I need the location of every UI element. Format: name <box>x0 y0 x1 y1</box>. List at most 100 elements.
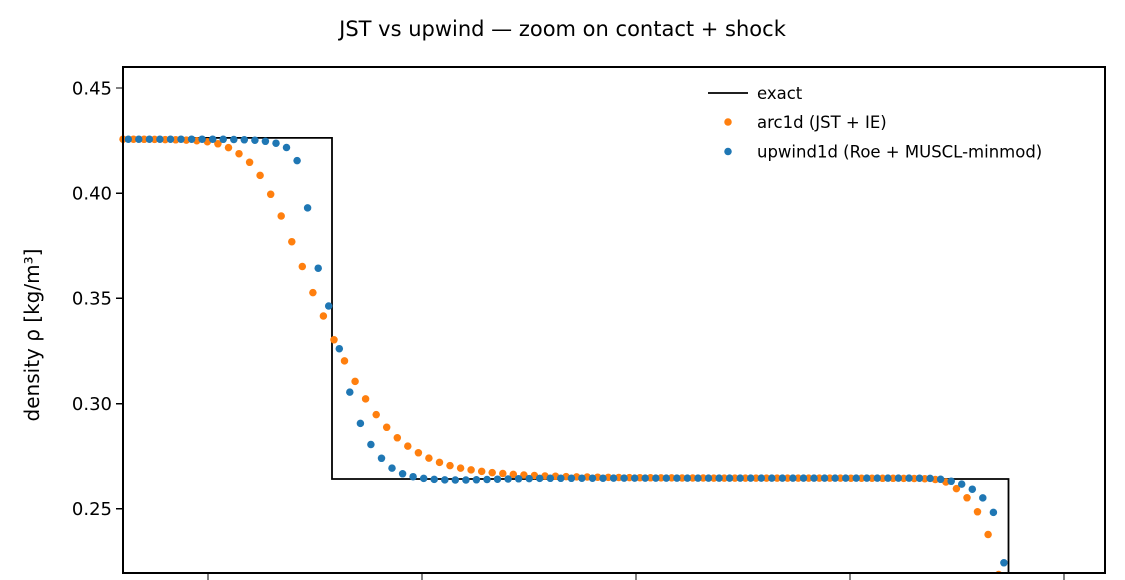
data-point-upwind1d <box>915 474 924 482</box>
data-point-upwind1d <box>620 474 628 482</box>
data-point-arc1d <box>847 474 855 482</box>
data-point-upwind1d <box>493 475 502 483</box>
legend-item-arc1d: arc1d (JST + IE) <box>724 113 887 132</box>
data-point-upwind1d <box>873 474 882 482</box>
data-point-upwind1d <box>768 474 776 482</box>
data-point-arc1d <box>963 494 971 502</box>
data-point-upwind1d <box>715 474 723 482</box>
data-point-upwind1d <box>525 474 533 483</box>
data-point-upwind1d <box>641 474 649 482</box>
data-point-upwind1d <box>324 302 333 310</box>
data-point-upwind1d <box>746 474 755 482</box>
data-point-upwind1d <box>957 480 966 488</box>
data-point-arc1d <box>425 454 433 462</box>
data-point-upwind1d <box>799 474 808 482</box>
data-point-arc1d <box>868 474 876 482</box>
data-point-upwind1d <box>409 472 417 481</box>
data-point-arc1d <box>319 312 328 320</box>
data-point-upwind1d <box>462 476 470 484</box>
data-point-arc1d <box>372 410 380 419</box>
data-point-upwind1d <box>145 135 154 143</box>
data-point-arc1d <box>878 474 887 483</box>
data-point-arc1d <box>710 474 718 482</box>
data-point-upwind1d <box>599 474 607 482</box>
data-point-upwind1d <box>430 475 438 484</box>
data-point-upwind1d <box>346 388 354 396</box>
data-point-upwind1d <box>514 475 523 483</box>
data-point-arc1d <box>752 474 760 482</box>
y-tick-label: 0.25 <box>72 499 112 520</box>
data-point-upwind1d <box>820 474 829 482</box>
data-point-upwind1d <box>704 474 713 482</box>
data-point-arc1d <box>361 395 370 403</box>
data-point-upwind1d <box>652 474 660 482</box>
data-point-upwind1d <box>282 143 291 152</box>
y-axis-ticks: 0.45 0.40 0.35 0.30 0.25 <box>72 78 123 520</box>
data-point-upwind1d <box>166 135 175 143</box>
data-point-upwind1d <box>810 474 818 482</box>
data-point-upwind1d <box>293 156 301 165</box>
legend-item-upwind1d: upwind1d (Roe + MUSCL-minmod) <box>724 142 1042 161</box>
data-point-upwind1d <box>398 470 407 478</box>
legend-marker-arc1d <box>724 118 732 126</box>
data-point-arc1d <box>288 237 296 246</box>
data-point-arc1d <box>235 149 243 158</box>
data-point-arc1d <box>488 468 496 477</box>
data-point-arc1d <box>382 423 391 432</box>
legend-marker-upwind1d <box>724 147 732 156</box>
data-point-upwind1d <box>208 135 217 143</box>
data-point-arc1d <box>245 158 254 167</box>
data-point-arc1d <box>688 474 697 482</box>
data-point-upwind1d <box>683 474 692 482</box>
data-point-upwind1d <box>546 474 555 483</box>
x-axis-ticks <box>207 573 1065 580</box>
data-point-upwind1d <box>261 137 270 146</box>
data-point-upwind1d <box>578 474 586 482</box>
data-point-upwind1d <box>272 139 280 147</box>
data-point-upwind1d <box>230 135 238 144</box>
upwind1d-dots <box>124 135 1008 567</box>
data-point-arc1d <box>277 212 285 220</box>
data-point-upwind1d <box>989 508 998 517</box>
data-point-upwind1d <box>124 135 133 143</box>
data-point-arc1d <box>266 190 275 199</box>
data-point-upwind1d <box>609 474 618 482</box>
data-point-arc1d <box>499 469 507 478</box>
data-point-arc1d <box>467 466 475 474</box>
data-point-arc1d <box>720 474 729 482</box>
data-point-arc1d <box>836 474 845 482</box>
data-point-arc1d <box>783 474 792 482</box>
legend-item-exact: exact <box>708 84 803 103</box>
data-point-arc1d <box>699 474 707 482</box>
data-point-upwind1d <box>852 474 860 482</box>
legend-label-exact: exact <box>757 84 803 103</box>
data-point-upwind1d <box>219 135 227 144</box>
y-tick-label: 0.45 <box>72 78 112 99</box>
data-point-arc1d <box>129 135 138 143</box>
data-point-upwind1d <box>725 474 734 482</box>
y-tick-label: 0.35 <box>72 289 112 310</box>
data-point-arc1d <box>678 474 686 482</box>
data-point-arc1d <box>773 474 781 482</box>
data-point-upwind1d <box>240 136 249 144</box>
data-point-upwind1d <box>863 474 871 482</box>
data-point-upwind1d <box>335 344 344 353</box>
data-point-arc1d <box>340 357 349 365</box>
data-point-upwind1d <box>251 136 259 144</box>
data-point-upwind1d <box>472 476 481 484</box>
y-tick-label: 0.40 <box>72 184 112 205</box>
data-point-upwind1d <box>557 474 565 483</box>
data-point-upwind1d <box>936 475 945 484</box>
data-point-arc1d <box>520 471 528 479</box>
data-point-arc1d <box>994 570 1003 574</box>
data-point-arc1d <box>414 449 423 457</box>
data-point-arc1d <box>477 467 486 476</box>
data-point-arc1d <box>804 474 813 482</box>
data-point-arc1d <box>741 474 750 482</box>
data-point-arc1d <box>224 143 233 152</box>
data-point-upwind1d <box>303 204 312 212</box>
exact-solution-line <box>123 136 1010 574</box>
data-point-upwind1d <box>905 474 913 482</box>
